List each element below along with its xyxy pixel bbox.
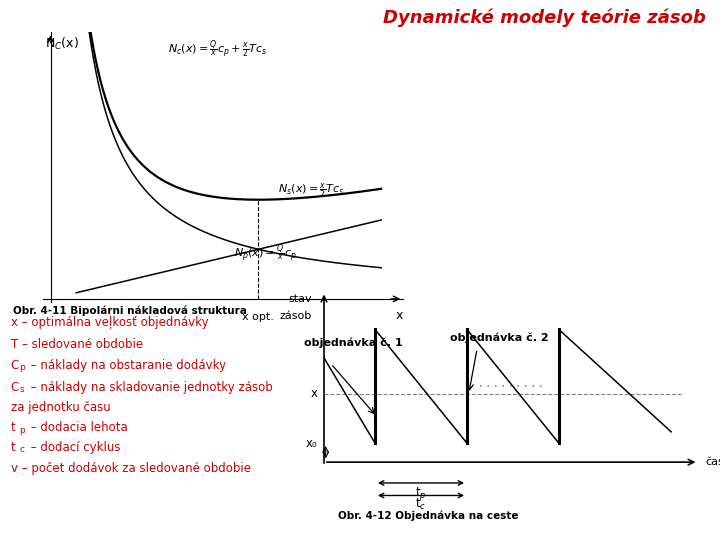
Text: t$_c$: t$_c$ xyxy=(415,497,426,512)
Text: $N_p(x) = \frac{Q}{x}c_p$: $N_p(x) = \frac{Q}{x}c_p$ xyxy=(234,242,297,265)
Text: p: p xyxy=(19,363,25,373)
Text: N$_C$(x): N$_C$(x) xyxy=(45,36,78,52)
Text: x₀: x₀ xyxy=(305,437,318,450)
Text: .........: ......... xyxy=(477,377,545,390)
Text: – dodací cyklus: – dodací cyklus xyxy=(27,441,120,454)
Text: T – sledované obdobie: T – sledované obdobie xyxy=(11,338,143,350)
Text: x opt.: x opt. xyxy=(243,312,274,321)
Text: t$_p$: t$_p$ xyxy=(415,485,427,502)
Text: zásob: zásob xyxy=(280,311,312,321)
Text: stav: stav xyxy=(289,294,312,304)
Text: v – počet dodávok za sledované obdobie: v – počet dodávok za sledované obdobie xyxy=(11,462,251,475)
Text: Obr. 4-12 Objednávka na ceste: Obr. 4-12 Objednávka na ceste xyxy=(338,510,519,521)
Text: – náklady na skladovanie jednotky zásob: – náklady na skladovanie jednotky zásob xyxy=(27,381,272,394)
Text: t: t xyxy=(11,441,16,454)
Text: C: C xyxy=(11,381,19,394)
Text: $N_s(x) = \frac{x}{2}Tc_s$: $N_s(x) = \frac{x}{2}Tc_s$ xyxy=(279,181,345,200)
Text: objednávka č. 2: objednávka č. 2 xyxy=(450,332,549,343)
Text: Obr. 4-11 Bipolárni nákladová struktura: Obr. 4-11 Bipolárni nákladová struktura xyxy=(13,305,246,315)
Text: $N_c(x) = \frac{Q}{x}c_p + \frac{x}{2}Tc_s$: $N_c(x) = \frac{Q}{x}c_p + \frac{x}{2}Tc… xyxy=(168,39,268,61)
Text: c: c xyxy=(19,446,24,455)
Text: objednávka č. 1: objednávka č. 1 xyxy=(304,338,402,348)
Text: x: x xyxy=(396,309,403,322)
Text: Dynamické modely teórie zásob: Dynamické modely teórie zásob xyxy=(383,8,706,26)
Text: t: t xyxy=(11,421,16,434)
Text: čas: čas xyxy=(705,457,720,467)
Text: p: p xyxy=(19,426,25,435)
Text: x – optimálna veļkosť objednávky: x – optimálna veļkosť objednávky xyxy=(11,316,208,329)
Text: s: s xyxy=(19,385,24,394)
Text: – náklady na obstaranie dodávky: – náklady na obstaranie dodávky xyxy=(27,359,226,372)
Text: C: C xyxy=(11,359,19,372)
Text: – dodacia lehota: – dodacia lehota xyxy=(27,421,127,434)
Text: x: x xyxy=(310,387,318,401)
Text: za jednotku času: za jednotku času xyxy=(11,401,111,414)
